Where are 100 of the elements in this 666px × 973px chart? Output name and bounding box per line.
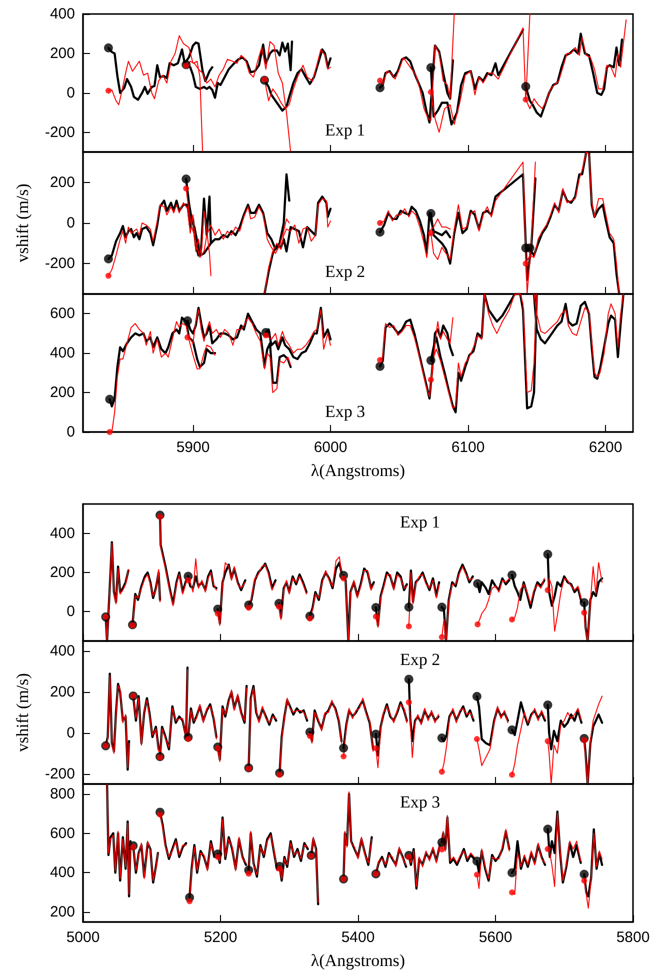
point — [437, 602, 446, 612]
point — [276, 772, 283, 778]
point — [214, 745, 221, 752]
y-tick-label: 0 — [66, 84, 75, 102]
x-axis-title: λ(Angstroms) — [310, 951, 406, 970]
point — [184, 334, 190, 340]
point — [376, 362, 384, 371]
point — [371, 603, 380, 612]
point — [544, 738, 551, 744]
point — [543, 700, 552, 710]
y-tick-label: 600 — [50, 305, 75, 322]
point — [426, 356, 436, 365]
point — [438, 634, 445, 640]
point — [428, 376, 434, 383]
y-tick-label: 800 — [50, 785, 75, 802]
point — [543, 824, 552, 834]
point — [105, 394, 114, 404]
y-tick-label: 400 — [50, 524, 75, 542]
y-tick-label: 0 — [66, 724, 75, 742]
annotation: Exp 1 — [400, 512, 440, 532]
point — [406, 854, 412, 860]
point — [509, 889, 515, 896]
point — [185, 577, 192, 584]
x-tick-label: 5900 — [176, 439, 210, 456]
annotation: Exp 1 — [324, 120, 366, 140]
point — [376, 228, 384, 237]
y-tick-label: 200 — [50, 564, 75, 581]
point — [276, 866, 283, 872]
point — [376, 83, 384, 92]
point — [472, 692, 482, 701]
point — [522, 96, 529, 103]
point — [508, 570, 516, 580]
annotation: Exp 2 — [400, 650, 440, 670]
y-tick-label: 200 — [50, 44, 75, 62]
point — [104, 254, 113, 264]
point — [521, 82, 530, 92]
point — [438, 846, 445, 852]
point — [544, 587, 551, 594]
point — [406, 623, 412, 630]
x-tick-label: 6100 — [451, 439, 485, 456]
point — [426, 63, 436, 72]
x-tick-label: 6200 — [588, 439, 622, 456]
x-tick-label: 6000 — [314, 439, 348, 456]
point — [340, 575, 347, 582]
point — [372, 745, 379, 752]
point — [157, 812, 163, 818]
x-axis-title: λ(Angstroms) — [310, 461, 406, 480]
y-tick-label: 0 — [66, 424, 75, 440]
point — [186, 898, 193, 904]
point — [508, 868, 516, 878]
x-tick-label: 5400 — [341, 929, 375, 946]
point — [105, 272, 112, 279]
point — [437, 838, 446, 847]
point — [276, 604, 282, 610]
point — [371, 730, 380, 739]
point — [377, 78, 383, 84]
point — [157, 514, 163, 520]
point — [428, 230, 434, 236]
x-tick-label: 5800 — [616, 929, 650, 946]
point — [543, 550, 552, 559]
point — [246, 766, 252, 772]
point — [377, 220, 383, 226]
y-tick-label: 0 — [66, 603, 75, 620]
point — [104, 43, 113, 52]
annotation: Exp 3 — [400, 792, 440, 812]
point — [262, 76, 268, 82]
y-tick-label: 0 — [66, 214, 75, 232]
point — [246, 604, 252, 611]
point — [214, 854, 221, 860]
point — [509, 772, 515, 778]
point — [130, 844, 136, 850]
y-tick-label: 200 — [50, 904, 75, 921]
point — [183, 316, 192, 326]
point — [522, 260, 529, 267]
point — [214, 610, 221, 617]
point — [377, 357, 383, 364]
y-tick-label: 200 — [50, 384, 75, 402]
point — [404, 674, 414, 684]
y-axis-title: vshift (m/s) — [13, 184, 32, 262]
point — [474, 736, 480, 742]
point — [581, 737, 588, 744]
y-tick-label: 400 — [50, 6, 75, 22]
point — [580, 870, 589, 879]
y-tick-label: -200 — [44, 124, 75, 141]
y-tick-label: -200 — [44, 255, 75, 272]
point — [183, 186, 190, 192]
point — [372, 614, 379, 620]
y-tick-label: 200 — [50, 684, 75, 701]
point — [340, 753, 347, 760]
point — [105, 88, 112, 94]
point — [437, 734, 446, 743]
annotation: Exp 2 — [324, 262, 366, 281]
point — [473, 579, 482, 588]
point — [185, 736, 192, 742]
y-tick-label: 400 — [50, 864, 75, 882]
y-axis-title: vshift (m/s) — [13, 673, 32, 752]
point — [339, 744, 348, 753]
y-tick-label: 200 — [50, 174, 75, 191]
point — [306, 615, 313, 622]
point — [182, 174, 191, 184]
